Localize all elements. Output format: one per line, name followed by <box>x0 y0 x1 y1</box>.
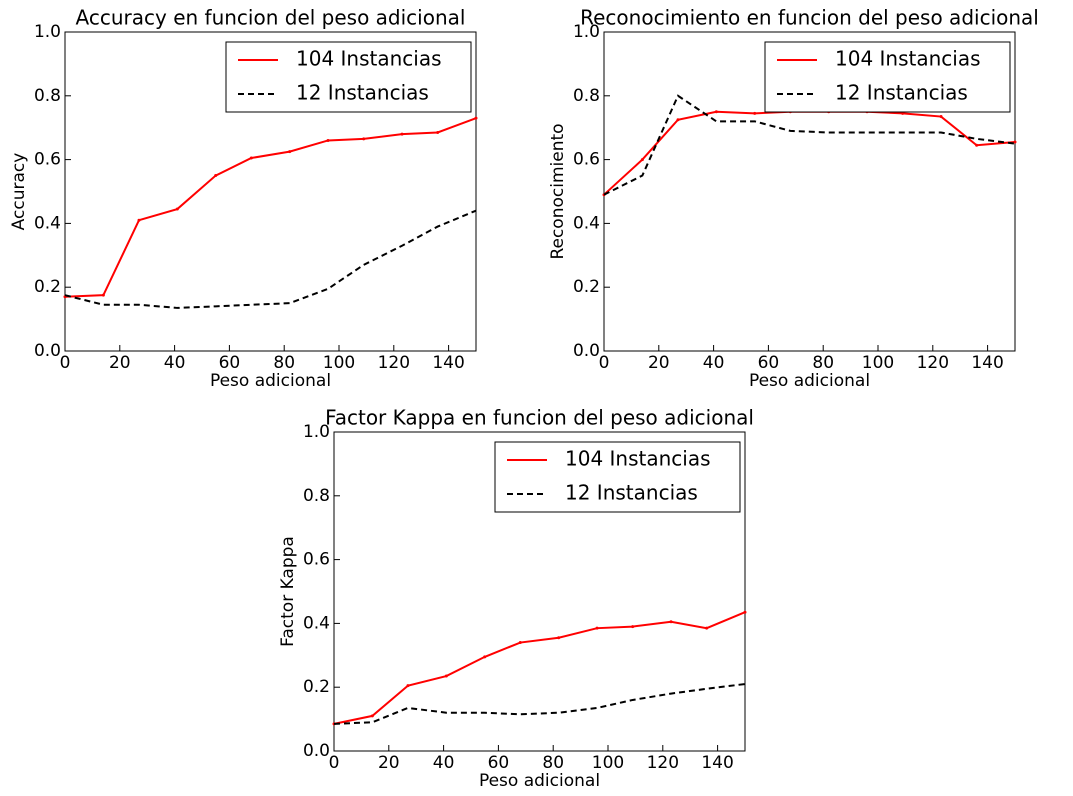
point <box>669 620 673 624</box>
point <box>249 156 253 160</box>
chart-title: Accuracy en funcion del peso adicional <box>76 6 466 30</box>
point <box>137 218 141 222</box>
point <box>406 684 410 688</box>
point <box>595 626 599 630</box>
y-tick-label: 0.8 <box>573 86 600 106</box>
y-tick-label: 0.2 <box>573 277 600 297</box>
series-line <box>333 683 746 725</box>
x-tick-label: 80 <box>542 753 564 773</box>
x-tick-label: 120 <box>917 353 949 373</box>
x-tick-label: 0 <box>599 353 610 373</box>
y-tick-label: 0.2 <box>34 277 61 297</box>
x-tick-label: 120 <box>647 753 679 773</box>
x-axis-label: Peso adicional <box>210 371 331 391</box>
legend-label: 104 Instancias <box>296 47 442 71</box>
point <box>753 111 757 115</box>
series-line <box>64 117 477 298</box>
legend-box <box>494 441 741 513</box>
y-tick-label: 0.2 <box>303 677 330 697</box>
point <box>975 143 979 147</box>
y-tick-label: 1.0 <box>303 422 330 442</box>
point <box>743 610 747 614</box>
point <box>175 207 179 211</box>
y-tick-label: 0.6 <box>34 150 61 170</box>
x-tick-label: 140 <box>432 353 464 373</box>
legend-box <box>764 41 1011 113</box>
point <box>370 714 374 718</box>
y-tick-label: 0.4 <box>573 213 600 233</box>
y-axis-label: Reconocimiento <box>548 123 568 259</box>
y-tick-label: 0.4 <box>34 213 61 233</box>
x-tick-label: 60 <box>488 753 510 773</box>
y-tick-label: 0.4 <box>303 613 330 633</box>
x-tick-label: 40 <box>433 753 455 773</box>
chart-title: Factor Kappa en funcion del peso adicion… <box>325 406 754 430</box>
x-axis-label: Peso adicional <box>479 771 600 791</box>
point <box>483 655 487 659</box>
point <box>1013 140 1017 144</box>
point <box>631 625 635 629</box>
y-tick-label: 1.0 <box>573 22 600 42</box>
series-line <box>603 94 1016 196</box>
x-tick-label: 20 <box>648 353 670 373</box>
y-tick-label: 0.0 <box>34 341 61 361</box>
legend-label: 12 Instancias <box>565 481 698 505</box>
x-tick-label: 140 <box>701 753 733 773</box>
point <box>676 118 680 122</box>
point <box>557 636 561 640</box>
point <box>214 174 218 178</box>
y-tick-label: 0.6 <box>303 550 330 570</box>
legend-label: 104 Instancias <box>835 47 981 71</box>
x-tick-label: 0 <box>60 353 71 373</box>
point <box>714 110 718 114</box>
point <box>326 138 330 142</box>
point <box>640 158 644 162</box>
y-axis-label: Accuracy <box>9 153 29 231</box>
legend-label: 12 Instancias <box>296 81 429 105</box>
legend-label: 104 Instancias <box>565 447 711 471</box>
x-tick-label: 60 <box>758 353 780 373</box>
x-tick-label: 100 <box>592 753 624 773</box>
point <box>518 641 522 645</box>
y-tick-label: 0.0 <box>573 341 600 361</box>
point <box>705 626 709 630</box>
x-tick-label: 100 <box>323 353 355 373</box>
point <box>444 674 448 678</box>
x-tick-label: 20 <box>378 753 400 773</box>
legend-box <box>225 41 472 113</box>
chart-title: Reconocimiento en funcion del peso adici… <box>580 6 1039 30</box>
legend-label: 12 Instancias <box>835 81 968 105</box>
point <box>474 116 478 120</box>
point <box>288 150 292 154</box>
y-tick-label: 0.0 <box>303 741 330 761</box>
point <box>901 111 905 115</box>
point <box>400 132 404 136</box>
x-tick-label: 60 <box>219 353 241 373</box>
y-tick-label: 1.0 <box>34 22 61 42</box>
y-tick-label: 0.8 <box>303 486 330 506</box>
x-tick-label: 80 <box>812 353 834 373</box>
y-tick-label: 0.6 <box>573 150 600 170</box>
x-tick-label: 0 <box>329 753 340 773</box>
x-tick-label: 20 <box>109 353 131 373</box>
x-tick-label: 40 <box>703 353 725 373</box>
x-tick-label: 120 <box>378 353 410 373</box>
point <box>939 115 943 119</box>
x-tick-label: 40 <box>164 353 186 373</box>
x-axis-label: Peso adicional <box>749 371 870 391</box>
point <box>101 293 105 297</box>
y-axis-label: Factor Kappa <box>278 536 298 647</box>
x-tick-label: 100 <box>862 353 894 373</box>
point <box>436 130 440 134</box>
x-tick-label: 80 <box>273 353 295 373</box>
series-line <box>333 611 746 725</box>
point <box>362 137 366 141</box>
y-tick-label: 0.8 <box>34 86 61 106</box>
x-tick-label: 140 <box>971 353 1003 373</box>
